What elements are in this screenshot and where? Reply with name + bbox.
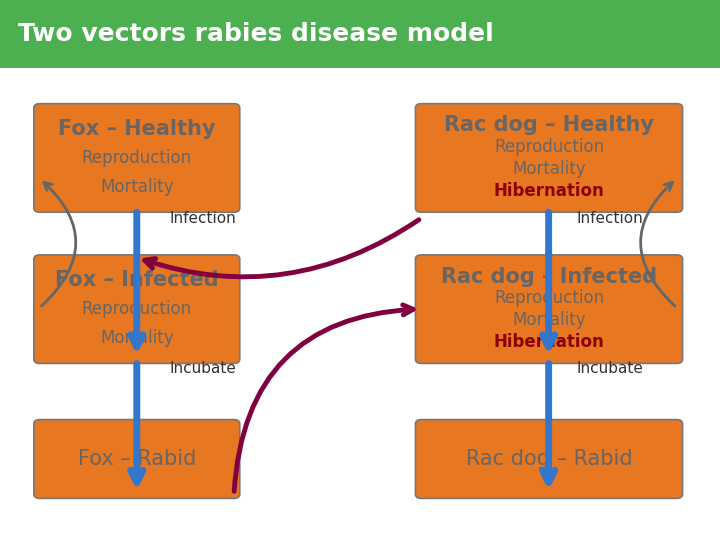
Text: Hibernation: Hibernation [494, 333, 604, 351]
FancyBboxPatch shape [415, 104, 683, 212]
Text: Two vectors rabies disease model: Two vectors rabies disease model [18, 22, 494, 46]
Text: Incubate: Incubate [169, 361, 236, 376]
Text: Mortality: Mortality [512, 311, 586, 329]
Text: Rac dog – Infected: Rac dog – Infected [441, 267, 657, 287]
FancyBboxPatch shape [415, 420, 683, 498]
Text: Infection: Infection [576, 211, 643, 226]
Text: Mortality: Mortality [100, 329, 174, 347]
Text: Reproduction: Reproduction [494, 138, 604, 156]
Text: Fox – Rabid: Fox – Rabid [78, 449, 196, 469]
FancyBboxPatch shape [34, 255, 240, 363]
FancyBboxPatch shape [34, 104, 240, 212]
Text: Rac dog – Healthy: Rac dog – Healthy [444, 116, 654, 136]
Text: Reproduction: Reproduction [82, 300, 192, 318]
Text: Fox – Infected: Fox – Infected [55, 270, 219, 290]
Text: Mortality: Mortality [100, 178, 174, 196]
Text: Infection: Infection [169, 211, 236, 226]
Text: Reproduction: Reproduction [82, 149, 192, 167]
Text: Incubate: Incubate [576, 361, 643, 376]
Text: Rac dog – Rabid: Rac dog – Rabid [466, 449, 632, 469]
Text: Reproduction: Reproduction [494, 289, 604, 307]
FancyBboxPatch shape [0, 0, 720, 68]
FancyBboxPatch shape [415, 255, 683, 363]
Text: Mortality: Mortality [512, 160, 586, 178]
Text: Hibernation: Hibernation [494, 181, 604, 200]
FancyBboxPatch shape [34, 420, 240, 498]
Text: Fox – Healthy: Fox – Healthy [58, 119, 215, 139]
